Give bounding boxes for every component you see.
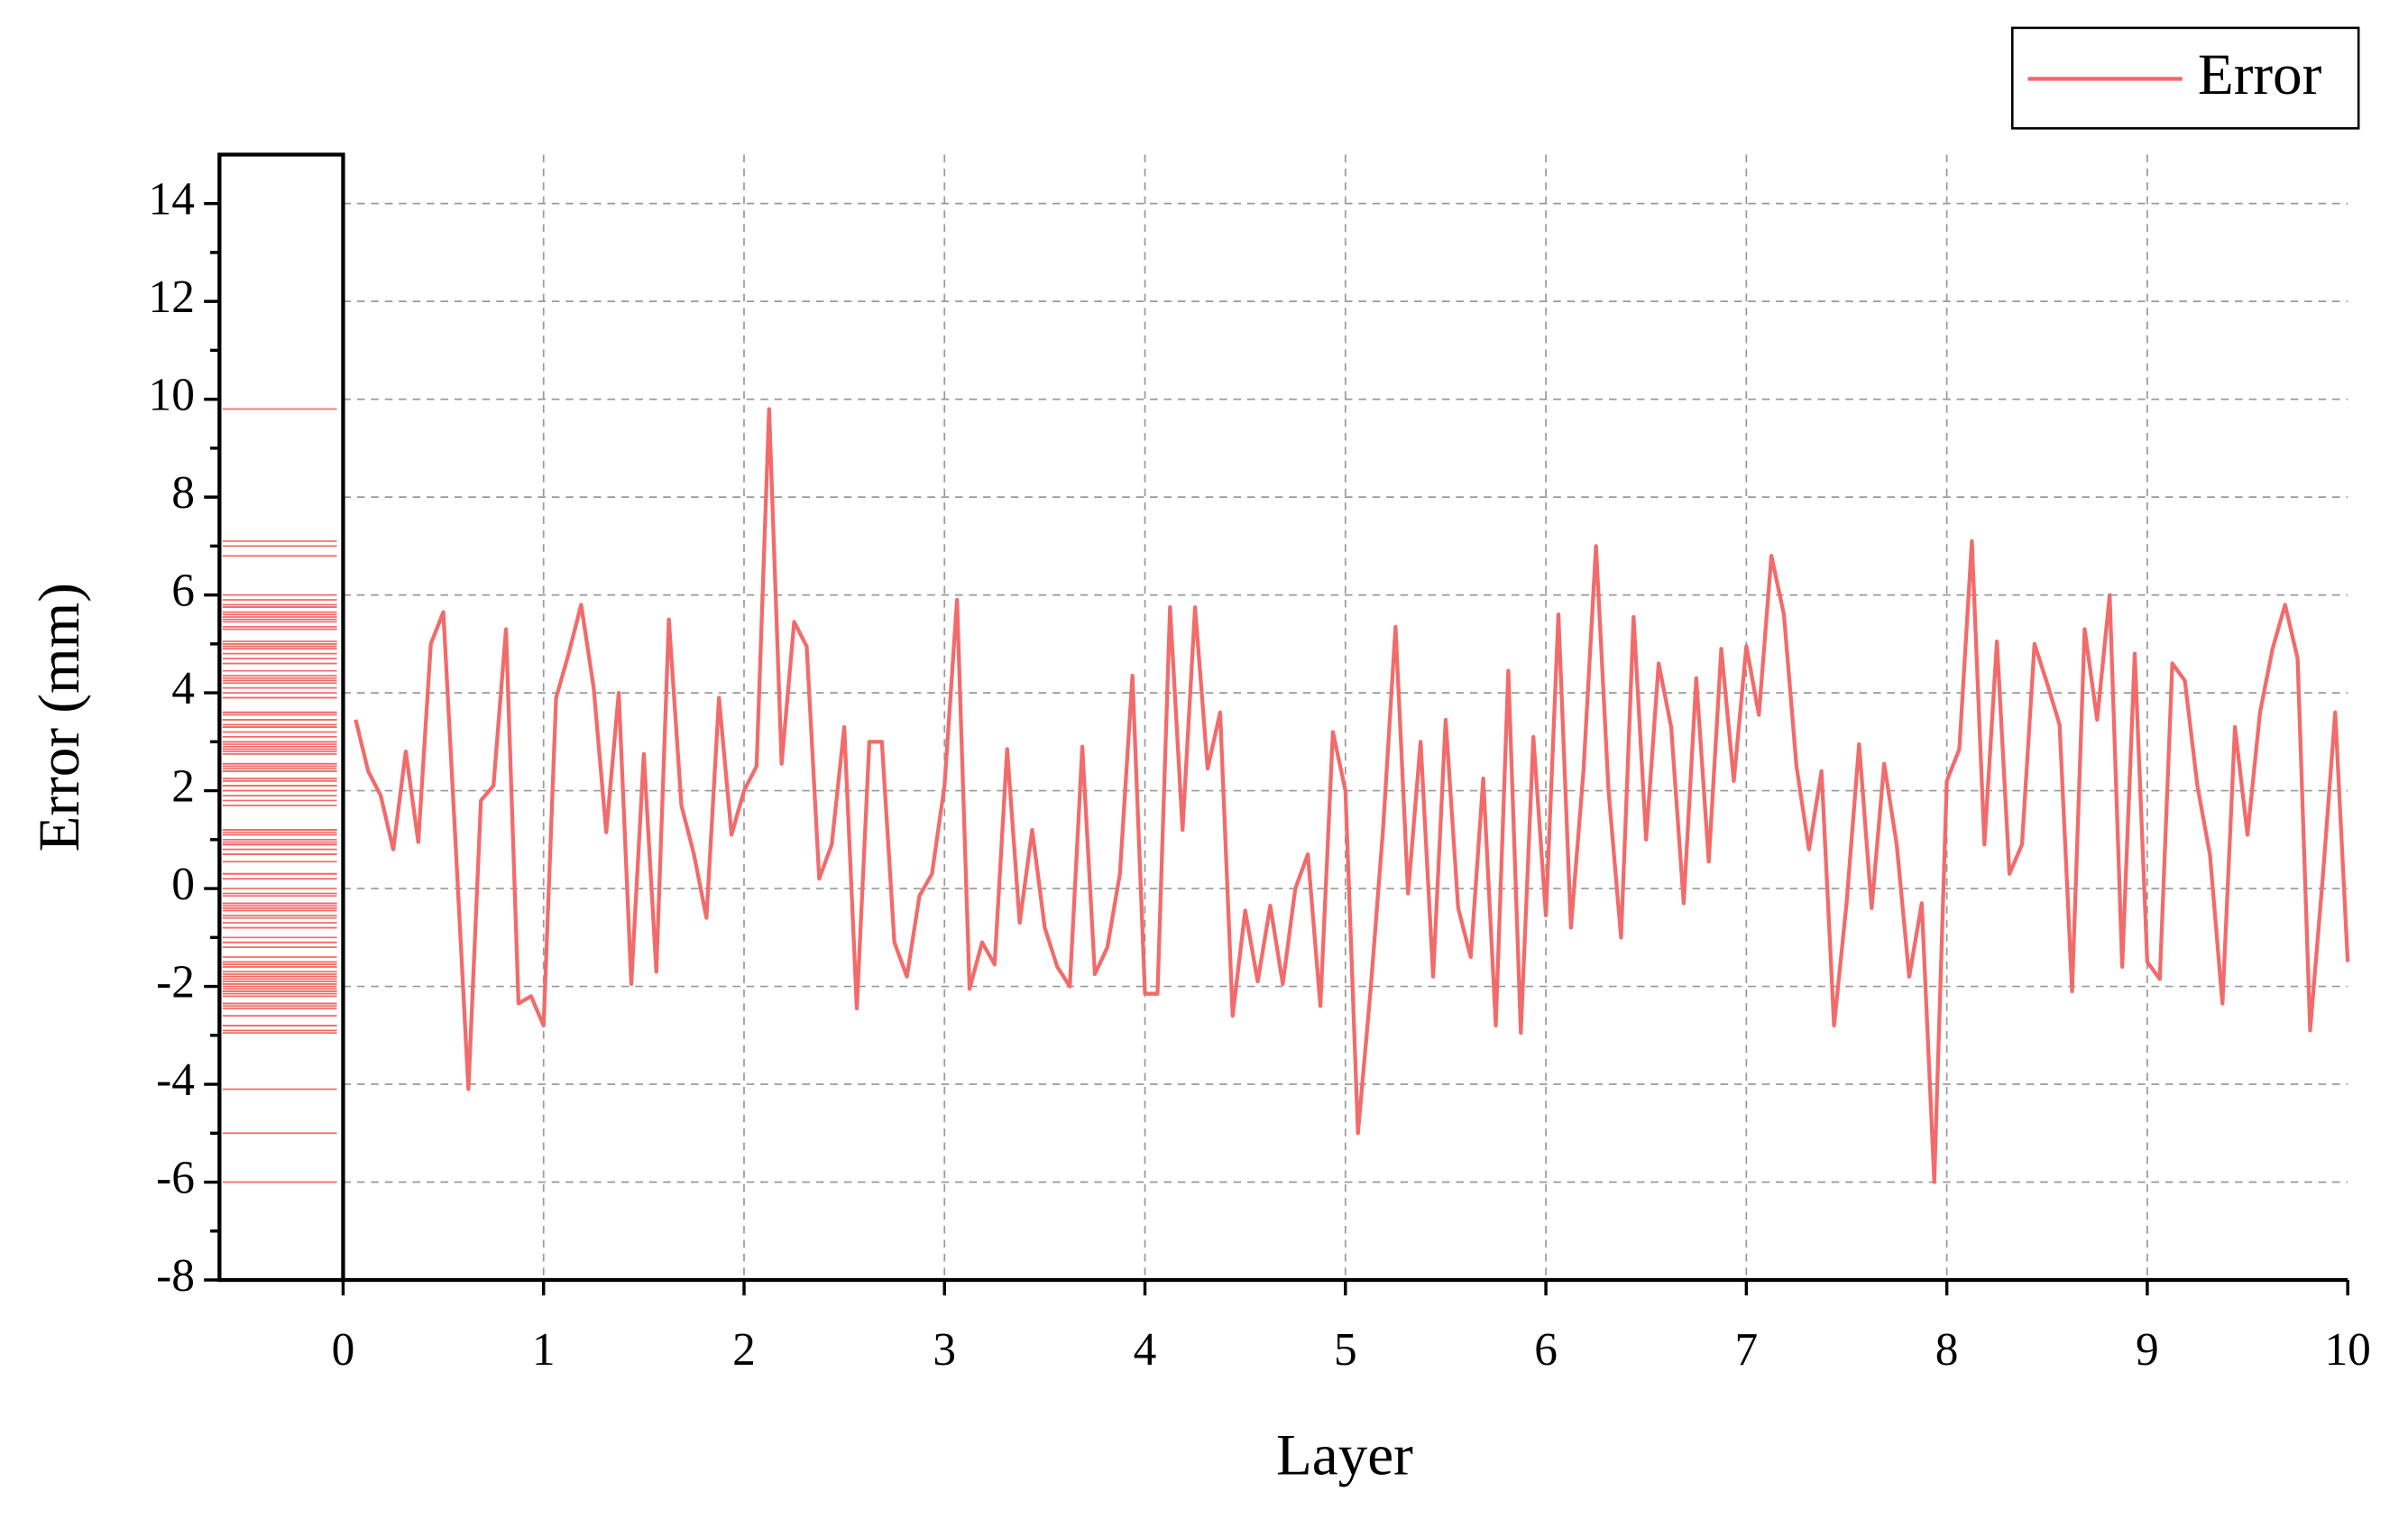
- rug-panel: [217, 152, 345, 1283]
- legend-label: Error: [2198, 42, 2322, 107]
- x-tick-label: 9: [2136, 1324, 2159, 1376]
- x-tick-label: 4: [1134, 1324, 1157, 1376]
- x-tick-label: 1: [532, 1324, 556, 1376]
- y-tick-label: 10: [149, 369, 195, 420]
- y-tick-label: 12: [149, 272, 195, 323]
- y-tick-label: 6: [171, 565, 195, 616]
- y-tick-label: 0: [171, 859, 195, 910]
- y-tick-label: -4: [156, 1054, 195, 1106]
- y-tick-label: 4: [171, 663, 195, 714]
- y-tick-label: 2: [171, 760, 195, 812]
- y-tick-label: 8: [171, 467, 195, 519]
- line: [354, 407, 2350, 1184]
- x-axis-label: Layer: [1276, 1422, 1413, 1487]
- x-tick-label: 10: [2324, 1324, 2370, 1376]
- y-tick-label: -6: [156, 1152, 195, 1203]
- y-tick-label: 14: [149, 173, 195, 225]
- x-tick-label: 6: [1534, 1324, 1558, 1376]
- x-tick-label: 3: [933, 1324, 956, 1376]
- x-tick-label: 2: [732, 1324, 756, 1376]
- y-tick-label: -2: [156, 956, 195, 1008]
- y-tick-label: -8: [156, 1250, 195, 1302]
- y-axis-label: Error (mm): [27, 583, 92, 852]
- x-tick-label: 0: [332, 1324, 355, 1376]
- x-tick-label: 5: [1334, 1324, 1357, 1376]
- x-tick-label: 7: [1734, 1324, 1758, 1376]
- x-tick-label: 8: [1935, 1324, 1959, 1376]
